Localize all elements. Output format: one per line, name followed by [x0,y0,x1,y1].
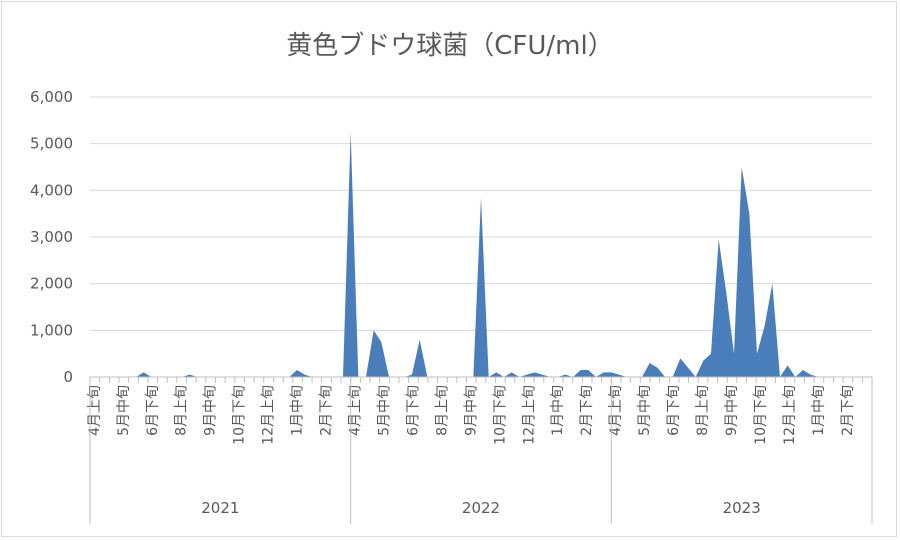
y-tick-label: 5,000 [30,135,73,153]
x-tick-label: 4月上旬 [347,385,363,436]
x-tick-label: 8月上旬 [434,385,450,436]
x-tick-label: 10月下旬 [753,385,769,445]
x-tick-label: 2月下旬 [319,385,335,436]
x-tick-label: 8月上旬 [695,385,711,436]
x-tick-label: 6月下旬 [666,385,682,436]
y-tick-label: 6,000 [30,88,73,106]
y-axis-ticks: 0 1,000 2,000 3,000 4,000 5,000 6,000 [30,88,73,386]
x-axis [89,376,873,383]
year-label: 2022 [462,499,500,517]
x-tick-label: 2月下旬 [579,385,595,436]
year-label: 2021 [201,499,239,517]
x-tick-label: 9月中旬 [463,385,479,436]
x-tick-label: 1月中旬 [550,385,566,436]
x-tick-label: 6月下旬 [145,385,161,436]
x-tick-label: 9月中旬 [724,385,740,436]
x-tick-label: 4月上旬 [87,385,103,436]
x-tick-label: 10月下旬 [232,385,248,445]
x-tick-label: 10月下旬 [492,385,508,445]
y-tick-label: 1,000 [30,321,73,339]
x-tick-label: 12月上旬 [782,385,798,445]
x-tick-label: 12月上旬 [521,385,537,445]
chart-title: 黄色ブドウ球菌（CFU/ml） [286,31,613,61]
year-label: 2023 [723,499,761,517]
series-area [90,132,872,377]
x-tick-label: 5月中旬 [376,385,392,436]
x-tick-label: 5月中旬 [116,385,132,436]
y-tick-label: 2,000 [30,275,73,293]
y-tick-label: 4,000 [30,181,73,199]
x-tick-label: 4月上旬 [608,385,624,436]
x-tick-label: 1月中旬 [290,385,306,436]
y-tick-label: 3,000 [30,228,73,246]
x-tick-label: 2月下旬 [840,385,856,436]
x-tick-label: 5月中旬 [637,385,653,436]
x-axis-ticks: 4月上旬 5月中旬 6月下旬 8月上旬 9月中旬 10月下旬 12月上旬 1月中旬 2月下旬 4月… [87,385,856,445]
x-tick-label: 6月下旬 [405,385,421,436]
y-tick-label: 0 [63,368,73,386]
x-tick-label: 1月中旬 [811,385,827,436]
x-tick-label: 8月上旬 [174,385,190,436]
year-groups: 2021 2022 2023 [89,377,873,524]
x-tick-label: 12月上旬 [261,385,277,445]
x-tick-label: 9月中旬 [203,385,219,436]
